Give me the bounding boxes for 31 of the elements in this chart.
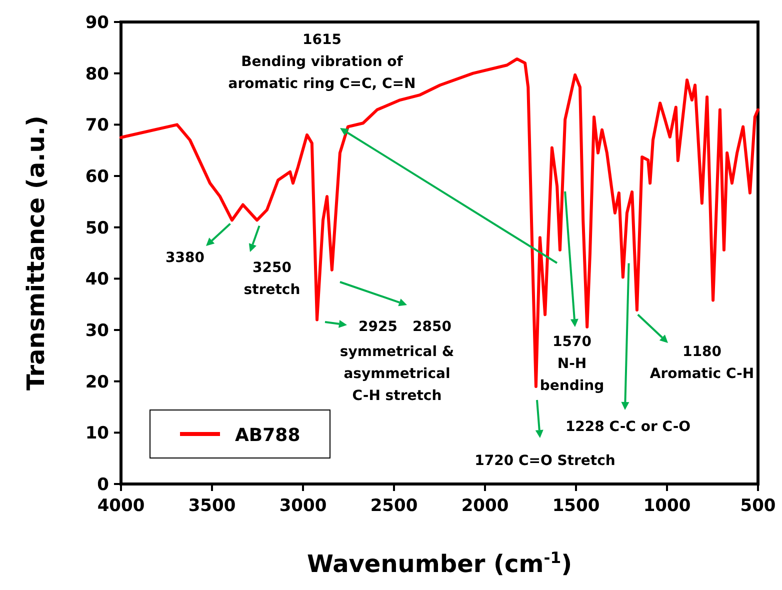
x-tick-label: 1500 [552,496,600,516]
annotation: 2850 [412,319,452,335]
y-tick-label: 10 [85,424,110,444]
annotation: 1720 C=O Stretch [474,453,616,469]
annotation: 1228 C-C or C-O [565,419,691,435]
legend-label: AB788 [235,425,300,446]
x-tick-label: 4000 [97,496,145,516]
y-axis-title: Transmittance (a.u.) [22,116,50,390]
y-tick-label: 0 [97,475,110,495]
x-tick-label: 3000 [279,496,327,516]
x-tick-label: 2500 [370,496,418,516]
y-tick-label: 90 [85,13,110,33]
annotation: 2925 [358,319,398,335]
annotation: 1570 N-H bending [540,334,604,394]
y-tick-label: 50 [85,218,110,238]
x-tick-label: 2000 [461,496,509,516]
x-axis-title: Wavenumber (cm$^{-1}$) [306,549,572,578]
x-tick-label: 500 [740,496,776,516]
annotation: 3380 [166,250,205,266]
y-tick-label: 70 [85,116,110,136]
annotation: symmetrical & asymmetrical C-H stretch [340,344,454,404]
annotation: 3250 stretch [244,260,300,298]
x-tick-label: 1000 [643,496,691,516]
y-tick-label: 40 [85,270,110,290]
x-tick-label: 3500 [188,496,236,516]
y-tick-label: 60 [85,167,110,187]
annotation: 1615 Bending vibration of aromatic ring C=C, C=N [228,32,416,92]
annotation: 1180 Aromatic C-H [650,344,754,382]
y-tick-label: 80 [85,64,110,84]
y-tick-label: 30 [85,321,110,341]
y-tick-label: 20 [85,372,110,392]
